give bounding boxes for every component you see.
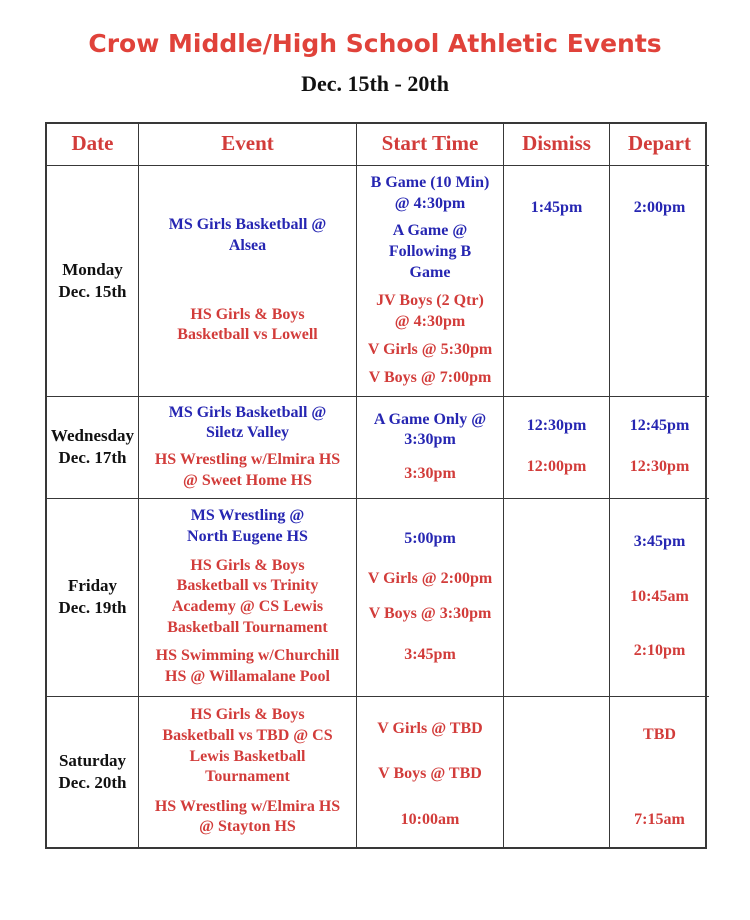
depart-cell-monday: 2:00pm [610,166,709,397]
header-depart: Depart [610,124,709,166]
start-time-item: V Boys @ 3:30pm [368,605,492,623]
depart-time: 10:45am [630,587,689,605]
start-time-item: 10:00am [400,810,460,828]
date-text: Wednesday Dec. 17th [50,426,135,468]
date-cell-monday: Monday Dec. 15th [47,165,139,397]
start-time-item: 3:30pm [404,464,456,482]
depart-time: TBD [643,725,676,743]
depart-time: 12:45pm [629,417,690,435]
start-time-cell-monday: B Game (10 Min) @ 4:30pm A Game @ Follow… [357,165,504,397]
date-text: Saturday Dec. 20th [58,750,127,792]
start-time-cell-wednesday: A Game Only @ 3:30pm 3:30pm [357,396,504,499]
event-item: HS Swimming w/Churchill HS @ Willamalane… [155,647,340,686]
header-label: Dismiss [522,131,591,156]
dismiss-cell-saturday [504,696,610,847]
header-dismiss: Dismiss [504,123,610,166]
event-cell-saturday: HS Girls & Boys Basketball vs TBD @ CS L… [139,696,357,847]
start-time-cell-saturday: V Girls @ TBD V Boys @ TBD 10:00am [357,696,504,847]
event-cell-wednesday: MS Girls Basketball @ Siletz Valley HS W… [139,396,357,499]
start-time-item: 5:00pm [404,529,456,547]
dismiss-cell-wednesday: 12:30pm 12:00pm [504,396,610,499]
depart-time: 2:00pm [633,198,686,216]
date-cell-wednesday: Wednesday Dec. 17th [47,396,139,499]
event-cell-monday: MS Girls Basketball @ Alsea HS Girls & B… [139,165,357,397]
depart-cell-friday: 3:45pm 10:45am 2:10pm [610,499,709,697]
depart-cell-saturday: TBD 7:15am [610,697,709,847]
header-event: Event [139,123,357,166]
start-time-item: A Game @ Following B Game [388,222,472,282]
event-item: MS Wrestling @ North Eugene HS [187,507,308,546]
event-cell-friday: MS Wrestling @ North Eugene HS HS Girls … [139,498,357,697]
page-title: Crow Middle/High School Athletic Events [88,29,662,58]
header-label: Start Time [381,131,479,156]
start-time-item: V Girls @ TBD [377,719,483,737]
date-cell-friday: Friday Dec. 19th [47,498,139,697]
dismiss-cell-friday [504,498,610,697]
start-time-cell-friday: 5:00pm V Girls @ 2:00pm V Boys @ 3:30pm … [357,498,504,697]
event-item: MS Girls Basketball @ Alsea [168,216,327,254]
event-item: HS Girls & Boys Basketball vs Trinity Ac… [167,556,328,636]
start-time-item: A Game Only @ 3:30pm [373,410,487,449]
header-label: Event [221,131,274,156]
event-item: MS Girls Basketball @ Siletz Valley [168,403,327,442]
events-table: Date Event Start Time Dismiss Depart Mon… [45,121,709,849]
header-label: Depart [628,131,691,156]
event-item: HS Girls & Boys Basketball vs Lowell [177,305,318,344]
event-item: HS Wrestling w/Elmira HS @ Sweet Home HS [154,451,341,489]
date-text: Friday Dec. 19th [58,576,127,618]
depart-cell-wednesday: 12:45pm 12:30pm [610,397,709,499]
dismiss-time: 12:30pm [526,417,587,435]
header-label: Date [71,131,114,156]
header-date: Date [47,123,139,166]
start-time-item: B Game (10 Min) @ 4:30pm [370,173,490,212]
header-start-time: Start Time [357,123,504,166]
depart-time: 3:45pm [633,533,686,551]
dismiss-time: 12:00pm [526,458,587,476]
start-time-item: V Boys @ TBD [378,765,482,783]
start-time-item: 3:45pm [404,645,456,663]
dismiss-cell-monday: 1:45pm [504,165,610,397]
start-time-item: JV Boys (2 Qtr) @ 4:30pm [376,292,484,330]
start-time-item: V Girls @ 2:00pm [367,570,493,588]
depart-time: 2:10pm [633,642,686,660]
flyer: Crow Middle/High School Athletic Events … [0,28,750,849]
dismiss-time: 1:45pm [530,198,583,216]
page-subtitle: Dec. 15th - 20th [301,71,449,97]
start-time-item: V Girls @ 5:30pm [367,340,493,358]
date-cell-saturday: Saturday Dec. 20th [47,696,139,847]
depart-time: 7:15am [634,810,685,828]
date-text: Monday Dec. 15th [58,259,127,301]
start-time-group: V Girls @ 2:00pm V Boys @ 3:30pm [368,569,492,625]
event-item: HS Wrestling w/Elmira HS @ Stayton HS [154,797,341,836]
start-time-item: V Boys @ 7:00pm [368,368,492,386]
depart-time: 12:30pm [629,458,690,476]
event-item: HS Girls & Boys Basketball vs TBD @ CS L… [162,706,333,786]
